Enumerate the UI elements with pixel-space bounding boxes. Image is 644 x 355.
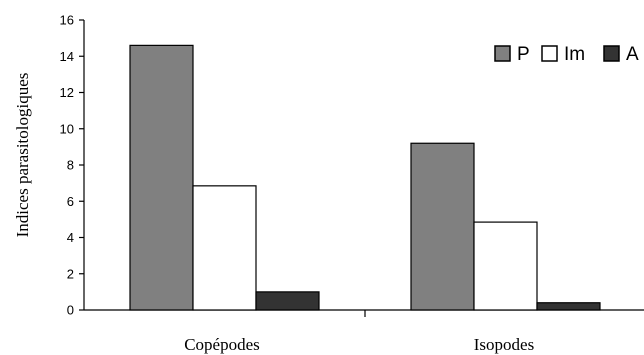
chart-bars — [129, 44, 601, 311]
bar-im-1 — [192, 185, 257, 311]
y-tick-label: 16 — [60, 13, 74, 28]
bar-p-2 — [410, 142, 475, 311]
legend-swatch-p — [494, 45, 511, 62]
legend-swatch-a — [603, 45, 620, 62]
y-tick-label: 10 — [60, 121, 74, 136]
legend-swatch-im — [541, 45, 558, 62]
bar-p-1 — [129, 44, 194, 311]
y-tick-label: 2 — [67, 266, 74, 281]
y-axis-title: Indices parasitologiques — [13, 73, 32, 238]
y-axis-ticks: 0 2 4 6 8 10 12 14 16 — [60, 13, 84, 318]
bar-a-1 — [255, 291, 320, 311]
y-tick-label: 6 — [67, 194, 74, 209]
y-tick-label: 4 — [67, 230, 74, 245]
legend-label-im: Im — [564, 44, 585, 65]
x-category-label: Isopodes — [474, 335, 534, 354]
legend: P Im A — [494, 44, 639, 65]
y-tick-label: 14 — [60, 49, 74, 64]
bar-a-2 — [536, 302, 601, 311]
legend-label-a: A — [626, 44, 639, 65]
y-tick-label: 8 — [67, 158, 74, 173]
legend-label-p: P — [517, 44, 530, 65]
bar-im-2 — [473, 221, 538, 311]
y-tick-label: 0 — [67, 303, 74, 318]
y-tick-label: 12 — [60, 85, 74, 100]
x-category-label: Copépodes — [184, 335, 260, 354]
x-axis-labels: Copépodes Isopodes — [184, 335, 534, 354]
